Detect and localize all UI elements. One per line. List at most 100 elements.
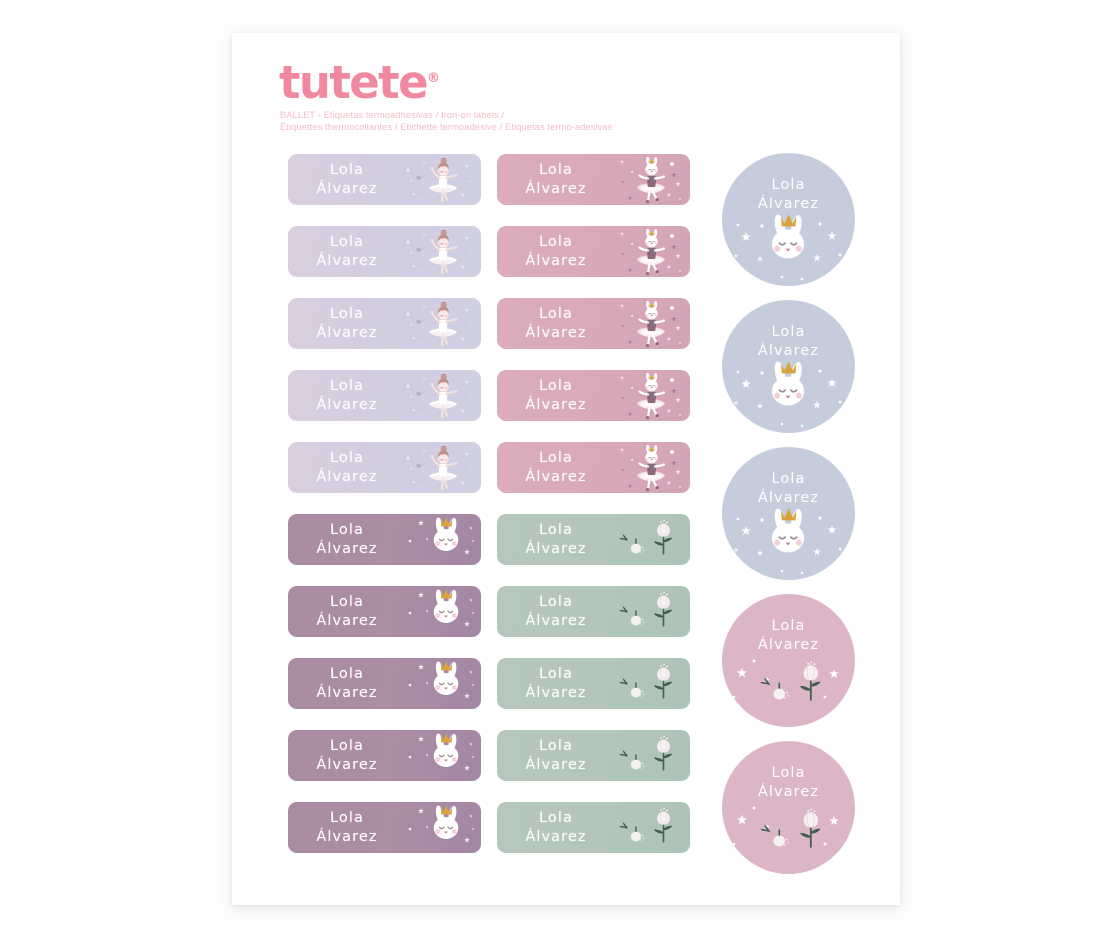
name-first: Lola: [771, 765, 806, 781]
tulips-stars-icon: [722, 652, 855, 727]
name-label[interactable]: Lola Álvarez: [497, 730, 690, 781]
name-last: Álvarez: [525, 756, 587, 773]
round-sticker[interactable]: Lola Álvarez: [722, 153, 855, 286]
bunny-ballerina-icon: [610, 298, 688, 349]
round-sticker[interactable]: Lola Álvarez: [722, 741, 855, 874]
label-name: Lola Álvarez: [288, 521, 406, 558]
name-label[interactable]: Lola Álvarez: [288, 154, 481, 205]
bunny-face-crown-icon: [401, 586, 479, 637]
name-last: Álvarez: [757, 784, 820, 800]
label-name: Lola Álvarez: [288, 377, 406, 414]
name-last: Álvarez: [316, 540, 378, 557]
name-last: Álvarez: [757, 196, 820, 212]
name-first: Lola: [771, 471, 806, 487]
name-first: Lola: [329, 522, 364, 538]
name-label[interactable]: Lola Álvarez: [288, 586, 481, 637]
name-first: Lola: [329, 738, 364, 754]
name-label[interactable]: Lola Álvarez: [497, 154, 690, 205]
name-last: Álvarez: [525, 180, 587, 197]
name-last: Álvarez: [316, 684, 378, 701]
name-label[interactable]: Lola Álvarez: [288, 730, 481, 781]
bunny-face-crown-stars-icon: [722, 211, 855, 286]
sticker-name: Lola Álvarez: [722, 764, 855, 802]
bunny-face-crown-icon: [401, 658, 479, 709]
round-sticker[interactable]: Lola Álvarez: [722, 447, 855, 580]
name-first: Lola: [538, 450, 573, 466]
name-last: Álvarez: [757, 490, 820, 506]
name-label[interactable]: Lola Álvarez: [497, 514, 690, 565]
label-name: Lola Álvarez: [497, 449, 615, 486]
bunny-face-crown-icon: [401, 802, 479, 853]
name-last: Álvarez: [316, 828, 378, 845]
name-label[interactable]: Lola Álvarez: [288, 298, 481, 349]
name-label[interactable]: Lola Álvarez: [497, 298, 690, 349]
name-label[interactable]: Lola Álvarez: [288, 226, 481, 277]
bunny-ballerina-icon: [610, 370, 688, 421]
name-label[interactable]: Lola Álvarez: [497, 658, 690, 709]
tulips-icon: [610, 514, 688, 565]
name-first: Lola: [329, 306, 364, 322]
name-first: Lola: [771, 177, 806, 193]
bunny-ballerina-icon: [610, 226, 688, 277]
name-first: Lola: [538, 162, 573, 178]
name-last: Álvarez: [525, 612, 587, 629]
round-sticker[interactable]: Lola Álvarez: [722, 300, 855, 433]
label-name: Lola Álvarez: [288, 809, 406, 846]
label-column-middle: Lola Álvarez Lola Álvarez Lola Álvarez Lola Álv…: [497, 154, 690, 874]
label-sheet: tutete® BALLET - Etiquetas termoadhesiva…: [232, 33, 900, 905]
tulips-icon: [610, 802, 688, 853]
label-name: Lola Álvarez: [497, 809, 615, 846]
label-name: Lola Álvarez: [497, 593, 615, 630]
name-last: Álvarez: [525, 540, 587, 557]
sticker-name: Lola Álvarez: [722, 323, 855, 361]
name-first: Lola: [771, 618, 806, 634]
name-first: Lola: [538, 378, 573, 394]
name-last: Álvarez: [757, 637, 820, 653]
name-first: Lola: [329, 594, 364, 610]
sticker-column-right: Lola Álvarez Lola Álvarez Lola Álvarez Lola Álv…: [722, 153, 855, 888]
name-label[interactable]: Lola Álvarez: [497, 586, 690, 637]
label-name: Lola Álvarez: [497, 377, 615, 414]
name-first: Lola: [538, 666, 573, 682]
tulips-stars-icon: [722, 799, 855, 874]
name-first: Lola: [538, 594, 573, 610]
name-last: Álvarez: [316, 756, 378, 773]
name-label[interactable]: Lola Álvarez: [497, 802, 690, 853]
label-name: Lola Álvarez: [288, 449, 406, 486]
name-first: Lola: [538, 306, 573, 322]
name-last: Álvarez: [316, 612, 378, 629]
name-label[interactable]: Lola Álvarez: [288, 802, 481, 853]
name-label[interactable]: Lola Álvarez: [288, 658, 481, 709]
label-name: Lola Álvarez: [288, 665, 406, 702]
label-name: Lola Álvarez: [497, 161, 615, 198]
ballerina-girl-icon: [401, 154, 479, 205]
label-name: Lola Álvarez: [497, 737, 615, 774]
name-first: Lola: [538, 738, 573, 754]
ballerina-girl-icon: [401, 370, 479, 421]
subtitle-line-2: Étiquettes thermocollantes / Etichette t…: [280, 121, 613, 132]
name-label[interactable]: Lola Álvarez: [497, 370, 690, 421]
bunny-face-crown-icon: [401, 514, 479, 565]
registered-mark: ®: [427, 71, 441, 86]
name-label[interactable]: Lola Álvarez: [497, 442, 690, 493]
bunny-ballerina-icon: [610, 442, 688, 493]
name-last: Álvarez: [316, 180, 378, 197]
label-name: Lola Álvarez: [497, 665, 615, 702]
name-label[interactable]: Lola Álvarez: [288, 514, 481, 565]
name-label[interactable]: Lola Álvarez: [288, 370, 481, 421]
subtitle-line-1: BALLET - Etiquetas termoadhesivas / Iron…: [280, 110, 505, 120]
name-last: Álvarez: [316, 396, 378, 413]
name-first: Lola: [329, 162, 364, 178]
name-label[interactable]: Lola Álvarez: [288, 442, 481, 493]
label-name: Lola Álvarez: [288, 593, 406, 630]
ballerina-girl-icon: [401, 298, 479, 349]
name-first: Lola: [329, 450, 364, 466]
round-sticker[interactable]: Lola Álvarez: [722, 594, 855, 727]
name-last: Álvarez: [316, 252, 378, 269]
bunny-face-crown-stars-icon: [722, 358, 855, 433]
label-name: Lola Álvarez: [497, 233, 615, 270]
bunny-face-crown-icon: [401, 730, 479, 781]
name-first: Lola: [329, 666, 364, 682]
name-label[interactable]: Lola Álvarez: [497, 226, 690, 277]
